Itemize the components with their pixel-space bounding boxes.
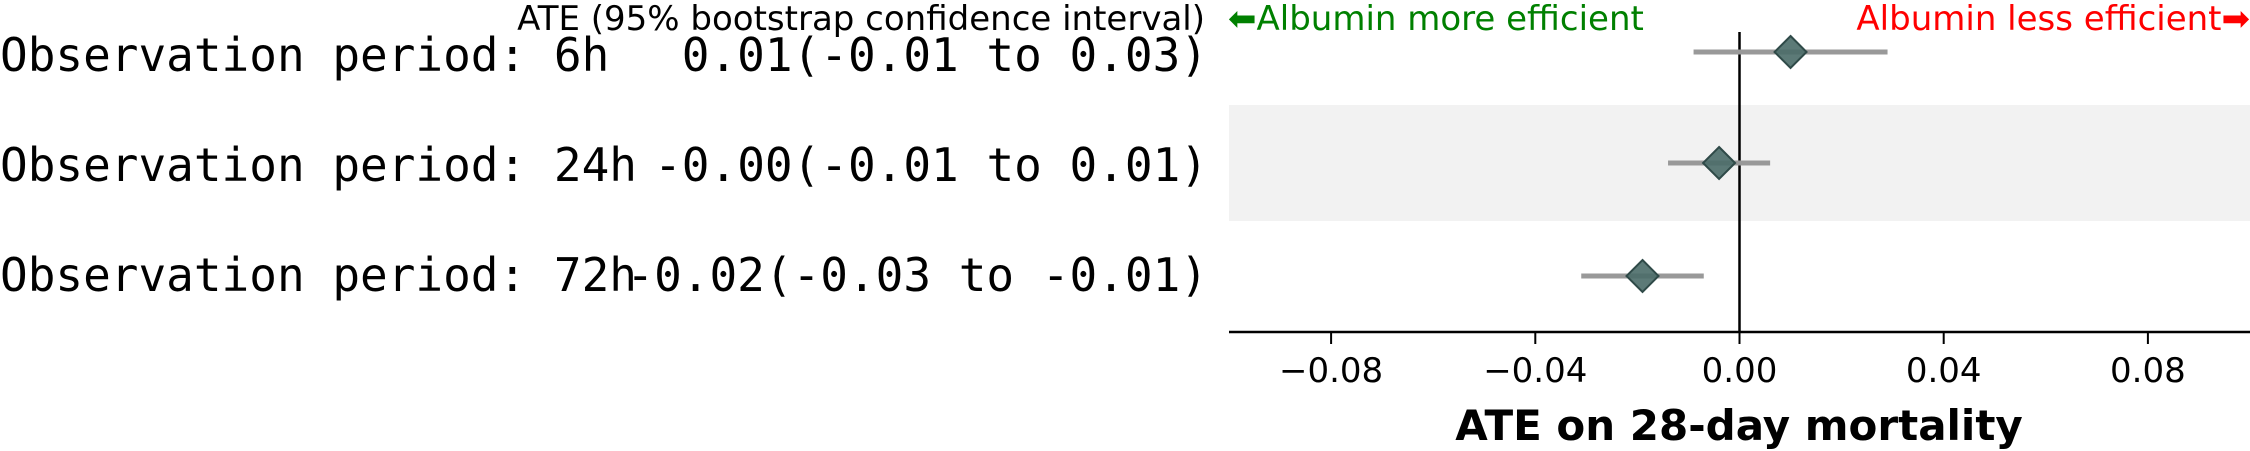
x-tick-label: 0.04 (1906, 351, 1982, 391)
row-label: Observation period: 72h (0, 248, 637, 302)
estimate-marker (1701, 145, 1737, 181)
row-label: Observation period: 6h (0, 28, 609, 82)
x-tick-label: 0.08 (2110, 351, 2186, 391)
plot-area: −0.08 −0.04 0.00 0.04 0.08 (1229, 32, 2250, 391)
row-estimate-text: 0.01(-0.01 to 0.03) (682, 28, 1208, 82)
estimate-marker (1773, 34, 1808, 70)
estimate-marker (1625, 258, 1660, 294)
albumin-more-efficient-label: ⬅Albumin more efficient (1228, 0, 1644, 39)
x-tick-label: 0.00 (1702, 351, 1778, 391)
row-labels: Observation period: 6h Observation perio… (0, 28, 637, 302)
row-estimates: 0.01(-0.01 to 0.03) -0.00(-0.01 to 0.01)… (626, 28, 1208, 302)
row-label: Observation period: 24h (0, 138, 637, 192)
x-tick-label: −0.04 (1483, 351, 1587, 391)
x-tick-label: −0.08 (1279, 351, 1383, 391)
albumin-less-efficient-label: Albumin less efficient➡ (1856, 0, 2250, 39)
x-axis-title: ATE on 28-day mortality (1455, 401, 2023, 450)
header-ci-title: ATE (95% bootstrap confidence interval) (517, 0, 1205, 39)
row-estimate-text: -0.02(-0.03 to -0.01) (626, 248, 1208, 302)
row-estimate-text: -0.00(-0.01 to 0.01) (654, 138, 1208, 192)
